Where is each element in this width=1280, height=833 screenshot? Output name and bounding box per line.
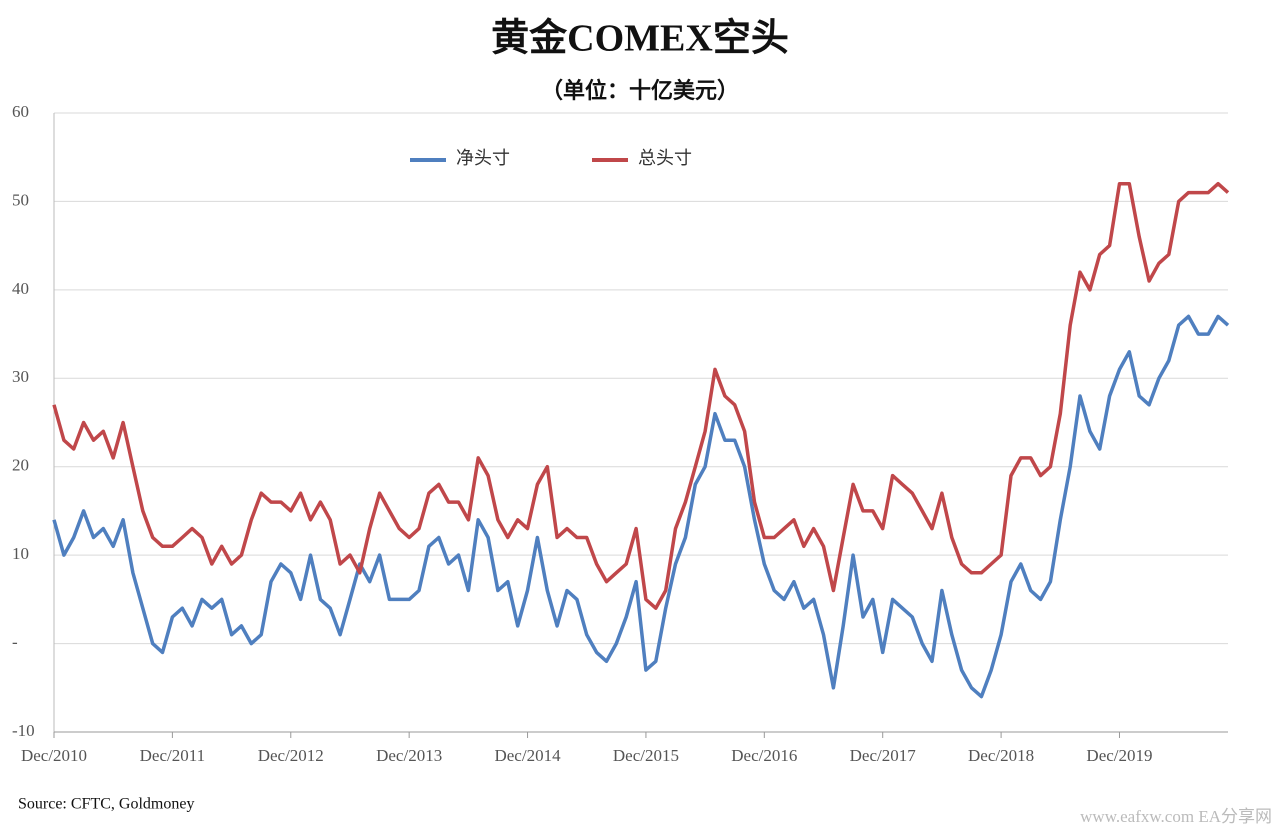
series-line	[52, 181, 1230, 610]
chart-title: 黄金COMEX空头	[491, 17, 789, 60]
source-note: Source: CFTC, Goldmoney	[18, 796, 194, 813]
plot	[52, 181, 1230, 699]
y-tick-label: 40	[12, 279, 29, 298]
y-tick-label: 20	[12, 456, 29, 475]
x-tick-label: Dec/2017	[850, 746, 917, 765]
x-tick-label: Dec/2010	[21, 746, 87, 765]
y-tick-label: 50	[12, 190, 29, 209]
chart-subtitle: （单位：十亿美元）	[541, 78, 739, 103]
x-tick-label: Dec/2013	[376, 746, 442, 765]
x-tick-label: Dec/2014	[494, 746, 561, 765]
x-tick-label: Dec/2019	[1086, 746, 1152, 765]
legend-label: 总头寸	[638, 148, 692, 168]
legend-label: 净头寸	[456, 148, 510, 168]
x-tick-label: Dec/2015	[613, 746, 679, 765]
y-tick-label: 60	[12, 102, 29, 121]
x-tick-label: Dec/2016	[731, 746, 797, 765]
x-tick-label: Dec/2011	[140, 746, 205, 765]
y-tick-label: -10	[12, 721, 35, 740]
y-tick-label: 30	[12, 367, 29, 386]
watermark: www.eafxw.com EA分享网	[1080, 807, 1272, 826]
grid	[53, 112, 1228, 738]
series-line	[52, 314, 1230, 699]
y-tick-label: -	[12, 632, 18, 651]
x-tick-label: Dec/2012	[258, 746, 324, 765]
y-tick-label: 10	[12, 544, 29, 563]
x-tick-label: Dec/2018	[968, 746, 1034, 765]
